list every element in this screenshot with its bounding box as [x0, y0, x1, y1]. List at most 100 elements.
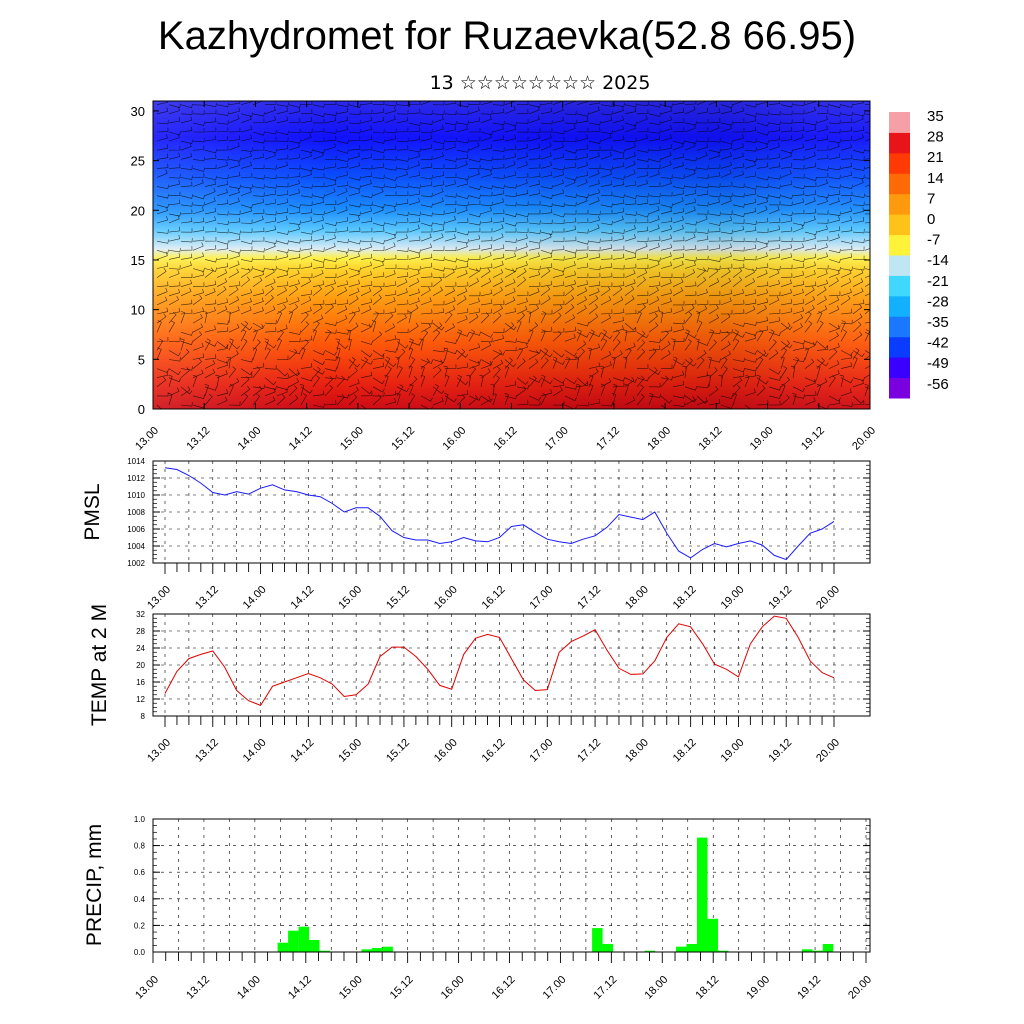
x-tick-label: 15.12: [384, 737, 412, 765]
colorbar-swatch: [889, 377, 910, 399]
heatmap-x-tick-label: 18.12: [697, 425, 725, 453]
colorbar-labels: 35 28 21 14 7 0 -7 -14 -21 -28 -35 -42 -49 -56: [927, 108, 949, 393]
x-tick-label: 16.00: [432, 737, 460, 765]
colorbar-swatch: [889, 173, 910, 195]
y-tick-label: 1012: [127, 474, 145, 483]
y-tick-label: 24: [136, 644, 145, 653]
y-tick-label: 8: [141, 712, 146, 721]
x-tick-label: 13.12: [184, 974, 212, 1002]
wind-barb-lines: [156, 101, 870, 409]
y-tick-label: 1004: [127, 542, 145, 551]
precip-axes: 1.0 0.8 0.6 0.4 0.2 0.0 13.00 13.12 14.00 14.12 15…: [133, 815, 874, 1002]
colorbar-swatch: [889, 336, 910, 358]
x-tick-label: 13.12: [193, 737, 221, 765]
x-tick-label: 14.00: [241, 584, 269, 612]
colorbar-swatch: [889, 112, 910, 133]
colorbar-label: -42: [927, 335, 949, 352]
y-tick-label: 20: [136, 661, 145, 670]
colorbar-swatches: [889, 112, 910, 399]
x-tick-label: 17.12: [575, 737, 603, 765]
heatmap-x-tick-label: 20.00: [850, 425, 878, 453]
y-tick-label: 1010: [127, 491, 145, 500]
y-tick-label: 1.0: [134, 815, 146, 824]
x-tick-label: 18.12: [693, 974, 721, 1002]
precip-bar: [822, 944, 834, 952]
x-tick-label: 19.12: [795, 974, 823, 1002]
colorbar-label: 35: [927, 108, 944, 125]
colorbar-label: -21: [927, 273, 949, 290]
x-tick-label: 20.00: [846, 974, 874, 1002]
heatmap-x-tick-label: 19.12: [799, 425, 827, 453]
heatmap-x-tick-label: 15.12: [389, 425, 417, 453]
colorbar-label: 21: [927, 149, 944, 166]
colorbar-swatch: [889, 357, 910, 379]
heatmap-y-tick-label: 30: [131, 104, 145, 119]
x-tick-label: 14.00: [241, 737, 269, 765]
x-tick-label: 16.00: [439, 974, 467, 1002]
precip-bar: [718, 950, 729, 952]
heatmap-y-tick-label: 15: [131, 253, 145, 268]
heatmap-y-axis: 0 5 10 15 20 25 30: [131, 104, 870, 417]
colorbar-swatch: [889, 255, 910, 276]
x-tick-label: 13.00: [145, 737, 173, 765]
precip-bar: [686, 944, 697, 952]
colorbar-swatch: [889, 316, 910, 338]
colorbar-swatch: [889, 132, 910, 154]
chart-subtitle: 13 ☆☆☆☆☆☆☆☆ 2025: [429, 72, 651, 94]
x-tick-label: 17.12: [592, 974, 620, 1002]
colorbar-label: -56: [927, 376, 949, 393]
y-tick-label: 1006: [127, 525, 145, 534]
colorbar-label: 0: [927, 211, 935, 228]
temp-series-line: [164, 615, 835, 707]
precip-bar: [277, 942, 289, 952]
precip-bar: [801, 949, 813, 952]
x-tick-label: 19.00: [719, 584, 747, 612]
heatmap-x-tick-label: 15.00: [338, 425, 366, 453]
pmsl-panel: 1014 1012 1010 1008 1006 1004 1002 13.00 13.12 14…: [81, 457, 871, 612]
precip-bar: [697, 837, 708, 952]
heatmap-x-tick-label: 14.12: [287, 425, 315, 453]
precip-bar: [592, 928, 603, 952]
pmsl-series-line: [164, 467, 835, 561]
colorbar-swatch: [889, 234, 910, 256]
heatmap-shade: [153, 101, 870, 409]
x-tick-label: 14.12: [289, 737, 317, 765]
y-tick-label: 0.4: [134, 895, 146, 904]
heatmap-x-tick-label: 17.00: [543, 425, 571, 453]
y-tick-label: 0.2: [134, 921, 146, 930]
precip-bar: [644, 950, 656, 952]
colorbar-label: 7: [927, 190, 935, 207]
x-tick-label: 13.12: [193, 584, 221, 612]
colorbar-label: -14: [927, 252, 949, 269]
precip-bar: [676, 946, 687, 952]
x-tick-label: 14.12: [289, 584, 317, 612]
precip-bars: [277, 837, 834, 953]
x-tick-label: 19.00: [719, 737, 747, 765]
precip-bar: [361, 949, 372, 952]
wind-barbs: [156, 101, 870, 409]
y-tick-label: 12: [136, 695, 145, 704]
heatmap-y-tick-label: 10: [131, 303, 145, 318]
x-tick-label: 14.12: [286, 974, 314, 1002]
colorbar-swatch: [889, 275, 910, 297]
x-tick-label: 17.00: [527, 584, 555, 612]
x-tick-label: 20.00: [814, 584, 842, 612]
y-tick-label: 0.0: [134, 948, 146, 957]
x-tick-label: 16.12: [480, 584, 508, 612]
x-tick-label: 17.12: [575, 584, 603, 612]
precip-panel: 1.0 0.8 0.6 0.4 0.2 0.0 13.00 13.12 14.00 14.12 15…: [83, 815, 874, 1002]
heatmap-x-tick-label: 16.12: [492, 425, 520, 453]
heatmap-x-tick-label: 13.12: [184, 425, 212, 453]
colorbar-swatch: [889, 193, 910, 215]
temp-panel: 32 28 24 20 16 12 8 13.00 13.12 14.00 14.12 15.00 15…: [88, 604, 871, 765]
x-tick-label: 18.12: [671, 584, 699, 612]
pmsl-ylabel: PMSL: [81, 483, 104, 540]
x-tick-label: 18.12: [671, 737, 699, 765]
y-tick-label: 1008: [127, 508, 145, 517]
temp-axes: 32 28 24 20 16 12 8 13.00 13.12 14.00 14.12 15.00 15…: [136, 610, 870, 765]
precip-grid: [152, 819, 870, 952]
x-tick-label: 15.00: [336, 584, 364, 612]
precip-bar: [298, 926, 310, 952]
x-tick-label: 16.00: [432, 584, 460, 612]
